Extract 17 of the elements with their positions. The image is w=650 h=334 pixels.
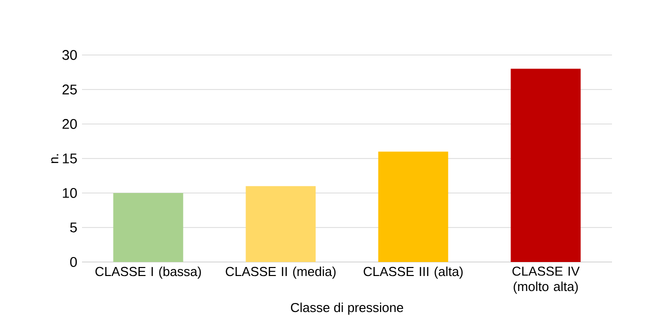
x-tick-label: CLASSE I (bassa) — [95, 266, 201, 279]
x-tick-label: CLASSE II (media) — [226, 266, 336, 279]
y-tick-label: 20 — [62, 119, 77, 129]
y-axis-title: n. — [51, 154, 58, 164]
x-tick-label: CLASSE IV (molto alta) — [512, 266, 580, 294]
x-axis-title: Classe di pressione — [290, 302, 404, 315]
bar — [510, 68, 581, 262]
y-tick-label: 10 — [62, 188, 77, 198]
y-tick-label: 25 — [62, 84, 77, 94]
y-tick-label: 15 — [62, 154, 77, 164]
bar — [378, 152, 448, 262]
y-tick-label: 5 — [70, 222, 77, 232]
bar — [246, 186, 316, 262]
y-tick-label: 0 — [70, 257, 77, 267]
y-tick-label: 30 — [62, 50, 77, 60]
x-tick-label: CLASSE III (alta) — [364, 266, 463, 279]
bar — [113, 192, 184, 262]
